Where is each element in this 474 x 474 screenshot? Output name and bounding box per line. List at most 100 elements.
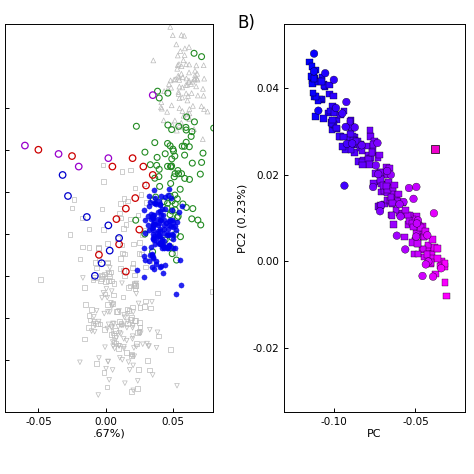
Point	[154, 87, 161, 95]
Point	[149, 371, 156, 379]
Point	[106, 273, 114, 280]
Point	[150, 232, 158, 239]
Point	[153, 162, 161, 169]
Point	[70, 196, 78, 203]
Point	[76, 255, 84, 263]
Point	[136, 323, 144, 331]
Point	[168, 234, 176, 241]
Point	[349, 137, 357, 145]
Point	[320, 114, 328, 122]
Point	[138, 231, 146, 239]
Point	[386, 196, 394, 204]
Point	[391, 200, 398, 207]
Point	[119, 321, 127, 329]
Point	[149, 214, 157, 222]
Point	[160, 244, 167, 251]
Point	[94, 319, 101, 327]
Point	[156, 239, 164, 247]
Point	[173, 214, 181, 221]
Point	[147, 210, 155, 218]
Point	[149, 220, 157, 228]
Point	[346, 135, 354, 143]
Point	[146, 161, 154, 168]
Point	[124, 310, 132, 318]
Point	[150, 212, 158, 219]
Point	[95, 354, 103, 362]
Point	[422, 261, 429, 268]
Point	[391, 181, 399, 189]
Point	[389, 200, 396, 207]
Point	[98, 294, 106, 301]
Point	[85, 244, 93, 251]
Point	[309, 80, 316, 88]
Point	[350, 148, 358, 156]
Point	[115, 342, 123, 350]
Point	[133, 122, 140, 130]
Point	[174, 212, 182, 220]
Point	[161, 221, 168, 228]
Point	[188, 215, 196, 223]
Point	[173, 256, 180, 264]
Point	[115, 234, 123, 242]
Point	[160, 229, 168, 237]
Point	[109, 292, 117, 299]
Point	[64, 192, 72, 200]
Point	[175, 60, 183, 68]
Point	[128, 350, 136, 358]
Point	[441, 263, 449, 270]
Point	[106, 264, 114, 272]
Point	[127, 316, 134, 323]
Point	[312, 93, 320, 100]
Point	[68, 152, 76, 160]
Point	[176, 256, 183, 264]
Point	[135, 300, 142, 307]
Point	[419, 245, 427, 253]
Point	[109, 300, 117, 308]
Point	[343, 140, 351, 147]
Point	[186, 176, 193, 183]
Point	[161, 193, 168, 201]
Point	[377, 188, 385, 196]
Point	[155, 197, 163, 204]
Point	[318, 96, 325, 104]
Point	[114, 308, 121, 315]
Point	[175, 170, 182, 178]
Point	[191, 118, 198, 126]
Point	[430, 210, 438, 217]
Point	[156, 217, 164, 224]
Point	[133, 290, 140, 298]
Point	[169, 146, 177, 153]
Point	[151, 139, 159, 146]
Point	[325, 109, 333, 117]
Point	[316, 95, 324, 103]
Point	[424, 244, 432, 251]
Point	[68, 204, 76, 212]
Point	[165, 241, 173, 249]
Point	[307, 73, 315, 80]
Point	[181, 45, 189, 52]
Point	[129, 264, 137, 271]
Point	[122, 220, 130, 228]
Point	[157, 99, 165, 106]
Point	[423, 251, 431, 258]
Point	[170, 76, 178, 83]
Point	[150, 199, 158, 207]
Point	[131, 317, 138, 324]
Point	[328, 120, 336, 128]
Point	[126, 282, 134, 290]
Point	[394, 198, 401, 205]
Point	[400, 198, 407, 206]
Point	[363, 142, 371, 150]
Point	[353, 140, 360, 147]
Point	[347, 124, 355, 131]
Point	[130, 271, 138, 279]
Point	[178, 202, 186, 210]
Point	[167, 194, 175, 201]
Point	[153, 229, 160, 237]
Point	[199, 136, 207, 143]
Point	[183, 97, 191, 104]
Point	[384, 184, 392, 191]
Point	[372, 162, 380, 169]
Point	[134, 329, 141, 337]
Point	[124, 318, 131, 325]
